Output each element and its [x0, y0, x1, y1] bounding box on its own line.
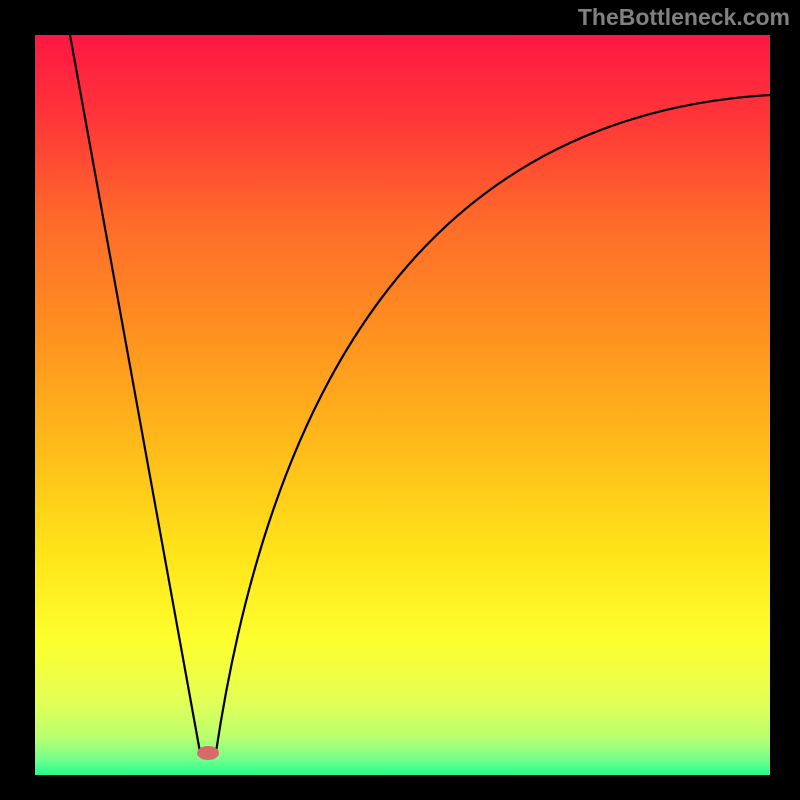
- watermark-text: TheBottleneck.com: [578, 4, 790, 31]
- chart-container: { "watermark": { "text": "TheBottleneck.…: [0, 0, 800, 800]
- plot-background: [35, 35, 770, 775]
- optimal-point-marker: [197, 746, 219, 760]
- chart-svg: [0, 0, 800, 800]
